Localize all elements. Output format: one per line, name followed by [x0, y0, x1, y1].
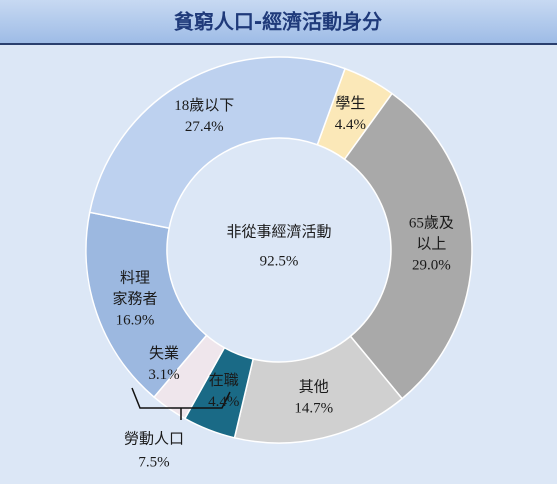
group-value: 7.5%	[138, 454, 169, 470]
group-label: 勞動人口	[124, 430, 184, 447]
value-label: 4.4%	[335, 117, 366, 133]
value-label: 3.1%	[148, 367, 179, 383]
center-value: 92.5%	[260, 253, 299, 269]
segment-label: 其他	[299, 378, 329, 395]
segment-label: 18歲以下	[174, 97, 234, 114]
value-label: 14.7%	[294, 400, 333, 416]
bracket	[131, 387, 231, 420]
value-label: 16.9%	[116, 313, 155, 329]
segment-label: 學生	[335, 94, 365, 112]
value-label: 29.0%	[412, 257, 451, 273]
donut	[85, 56, 473, 444]
segment-label: 65歲及	[409, 214, 454, 231]
segment-label: 以上	[416, 235, 446, 252]
segment-label: 料理	[120, 270, 150, 287]
segment-label: 失業	[149, 345, 179, 362]
segment-label: 家務者	[112, 291, 157, 308]
chart-title: 貧窮人口-經濟活動身分	[174, 10, 382, 34]
value-label: 27.4%	[185, 119, 224, 135]
segment-label: 在職	[209, 372, 239, 389]
value-label: 4.4%	[208, 394, 239, 410]
title-bar	[0, 0, 557, 44]
donut-segment	[88, 56, 346, 230]
donut-segment	[343, 92, 473, 400]
center-label: 非從事經濟活動	[226, 223, 331, 240]
